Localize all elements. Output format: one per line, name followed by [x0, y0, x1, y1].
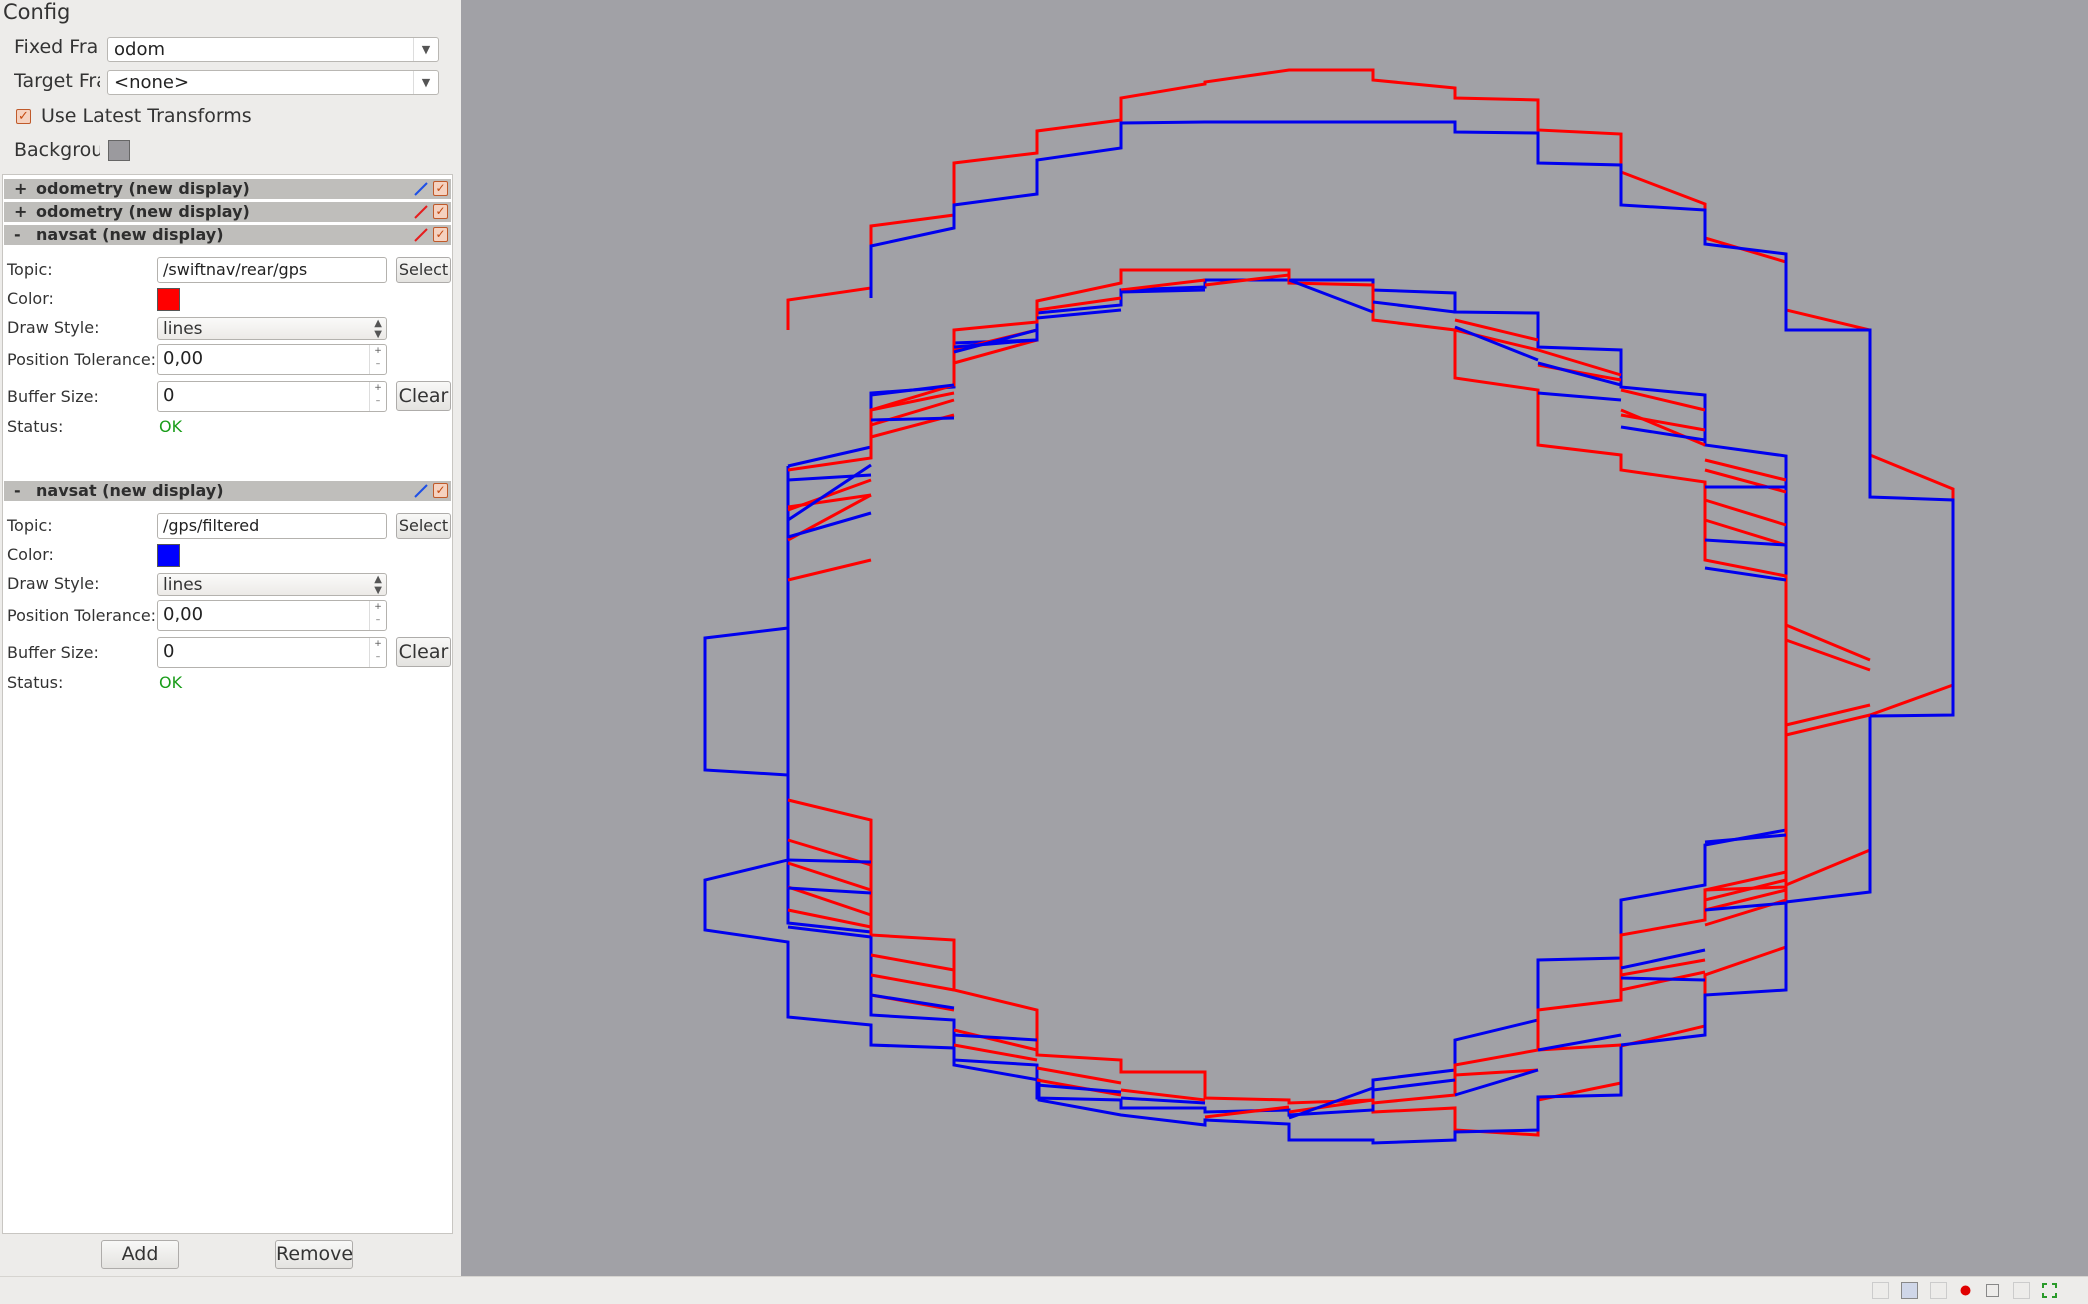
display-enabled-checkbox[interactable]: ✓ — [433, 227, 448, 242]
draw-style-label: Draw Style: — [7, 574, 100, 593]
add-display-button[interactable]: Add — [101, 1240, 179, 1269]
red-inner-track — [787, 268, 1788, 1105]
clear-buffer-button[interactable]: Clear — [396, 381, 451, 411]
blank-icon[interactable] — [2013, 1282, 2030, 1299]
draw-style-value: lines — [163, 319, 203, 339]
display-enabled-checkbox[interactable]: ✓ — [433, 483, 448, 498]
position-tolerance-value: 0,00 — [163, 348, 204, 369]
config-title: Config — [3, 0, 71, 24]
red-hatch-segments — [787, 273, 1871, 1119]
select-topic-button[interactable]: Select — [396, 513, 451, 539]
display-row-odometry-1[interactable]: + odometry (new display) ✓ — [4, 179, 451, 199]
collapse-toggle[interactable]: - — [14, 481, 21, 500]
draw-style-select[interactable]: lines ▲ ▼ — [157, 317, 387, 340]
draw-style-label: Draw Style: — [7, 318, 100, 337]
display-row-navsat-2[interactable]: - navsat (new display) ✓ — [4, 481, 451, 501]
buffer-size-spinbox[interactable]: 0 + – — [157, 637, 387, 668]
topic-label: Topic: — [7, 260, 53, 279]
line-display-icon — [414, 484, 428, 498]
expand-toggle[interactable]: + — [14, 179, 28, 198]
line-display-icon — [414, 182, 428, 196]
background-label: Backgrour — [14, 139, 100, 161]
fixed-frame-value: odom — [114, 39, 165, 60]
position-tolerance-label: Position Tolerance: — [7, 606, 157, 625]
display-name: navsat (new display) — [36, 225, 224, 244]
color-swatch-blue[interactable] — [157, 544, 180, 567]
fixed-frame-combo[interactable]: odom ▼ — [107, 37, 439, 62]
position-tolerance-spinbox[interactable]: 0,00 + – — [157, 600, 387, 631]
buffer-size-label: Buffer Size: — [7, 643, 99, 662]
blue-hatch-segments — [787, 278, 1787, 1120]
blank-icon[interactable] — [1872, 1282, 1889, 1299]
topic-input[interactable]: /gps/filtered — [157, 513, 387, 539]
target-frame-label: Target Fra — [14, 70, 100, 92]
status-label: Status: — [7, 417, 64, 436]
use-latest-transforms-label: Use Latest Transforms — [41, 105, 252, 127]
chevron-down-icon[interactable]: ▼ — [413, 71, 438, 94]
buffer-size-spinbox[interactable]: 0 + – — [157, 381, 387, 412]
blue-outer-track — [703, 120, 1955, 1145]
display-enabled-checkbox[interactable]: ✓ — [433, 204, 448, 219]
topic-label: Topic: — [7, 516, 53, 535]
select-topic-button[interactable]: Select — [396, 257, 451, 283]
draw-style-value: lines — [163, 575, 203, 595]
status-bar — [0, 1276, 2088, 1304]
line-display-icon — [414, 228, 428, 242]
status-value: OK — [159, 673, 183, 692]
color-swatch-red[interactable] — [157, 288, 180, 311]
gps-track-canvas — [703, 68, 1955, 1145]
position-tolerance-label: Position Tolerance: — [7, 350, 157, 369]
displays-panel: Config Fixed Frar odom ▼ Target Fra <non… — [0, 0, 461, 1276]
blank-icon[interactable] — [1930, 1282, 1947, 1299]
record-icon[interactable] — [1957, 1282, 1974, 1299]
topic-input[interactable]: /swiftnav/rear/gps — [157, 257, 387, 283]
spin-arrows-icon[interactable]: + – — [369, 345, 386, 374]
status-label: Status: — [7, 673, 64, 692]
display-name: navsat (new display) — [36, 481, 224, 500]
draw-style-select[interactable]: lines ▲ ▼ — [157, 573, 387, 596]
buffer-size-label: Buffer Size: — [7, 387, 99, 406]
position-tolerance-spinbox[interactable]: 0,00 + – — [157, 344, 387, 375]
stop-icon[interactable] — [1986, 1284, 1999, 1297]
chevron-down-icon[interactable]: ▼ — [413, 38, 438, 61]
spin-arrows-icon[interactable]: + – — [369, 638, 386, 667]
display-row-navsat-1[interactable]: - navsat (new display) ✓ — [4, 225, 451, 245]
use-latest-transforms-checkbox[interactable]: ✓ — [16, 109, 31, 124]
line-display-icon — [414, 205, 428, 219]
color-label: Color: — [7, 545, 54, 564]
remove-display-button[interactable]: Remove — [275, 1240, 353, 1269]
display-enabled-checkbox[interactable]: ✓ — [433, 181, 448, 196]
fullscreen-icon[interactable] — [2041, 1282, 2058, 1299]
clear-buffer-button[interactable]: Clear — [396, 637, 451, 667]
display-name: odometry (new display) — [36, 202, 250, 221]
updown-arrows-icon: ▲ ▼ — [374, 574, 382, 596]
red-outer-track — [786, 68, 1955, 1137]
display-row-odometry-2[interactable]: + odometry (new display) ✓ — [4, 202, 451, 222]
spin-arrows-icon[interactable]: + – — [369, 382, 386, 411]
background-color-swatch[interactable] — [108, 140, 130, 161]
target-frame-combo[interactable]: <none> ▼ — [107, 70, 439, 95]
updown-arrows-icon: ▲ ▼ — [374, 318, 382, 340]
color-label: Color: — [7, 289, 54, 308]
buffer-size-value: 0 — [163, 385, 175, 406]
buffer-size-value: 0 — [163, 641, 175, 662]
save-icon[interactable] — [1901, 1282, 1918, 1299]
target-frame-value: <none> — [114, 72, 190, 93]
fixed-frame-label: Fixed Frar — [14, 36, 100, 58]
status-value: OK — [159, 417, 183, 436]
render-viewport[interactable] — [461, 0, 2088, 1276]
position-tolerance-value: 0,00 — [163, 604, 204, 625]
display-tree: + odometry (new display) ✓ + odometry (n… — [2, 174, 453, 1234]
spin-arrows-icon[interactable]: + – — [369, 601, 386, 630]
display-name: odometry (new display) — [36, 179, 250, 198]
expand-toggle[interactable]: + — [14, 202, 28, 221]
collapse-toggle[interactable]: - — [14, 225, 21, 244]
